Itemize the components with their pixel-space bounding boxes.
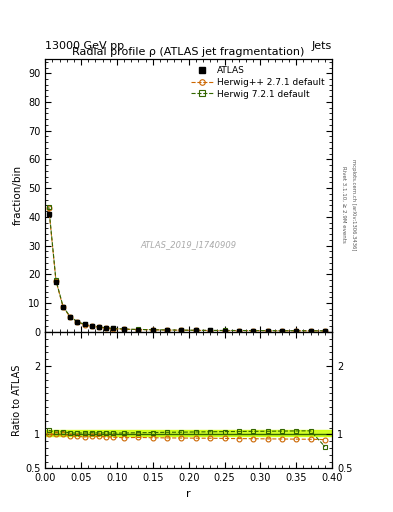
Y-axis label: Ratio to ATLAS: Ratio to ATLAS [12, 365, 22, 436]
X-axis label: r: r [186, 489, 191, 499]
Text: 13000 GeV pp: 13000 GeV pp [45, 41, 124, 51]
Legend: ATLAS, Herwig++ 2.7.1 default, Herwig 7.2.1 default: ATLAS, Herwig++ 2.7.1 default, Herwig 7.… [188, 63, 328, 101]
Y-axis label: fraction/bin: fraction/bin [13, 165, 22, 225]
Text: Jets: Jets [312, 41, 332, 51]
Text: mcplots.cern.ch [arXiv:1306.3436]: mcplots.cern.ch [arXiv:1306.3436] [351, 159, 356, 250]
Text: ATLAS_2019_I1740909: ATLAS_2019_I1740909 [141, 240, 237, 249]
Text: Rivet 3.1.10, ≥ 2.9M events: Rivet 3.1.10, ≥ 2.9M events [342, 166, 346, 243]
Title: Radial profile ρ (ATLAS jet fragmentation): Radial profile ρ (ATLAS jet fragmentatio… [72, 47, 305, 57]
